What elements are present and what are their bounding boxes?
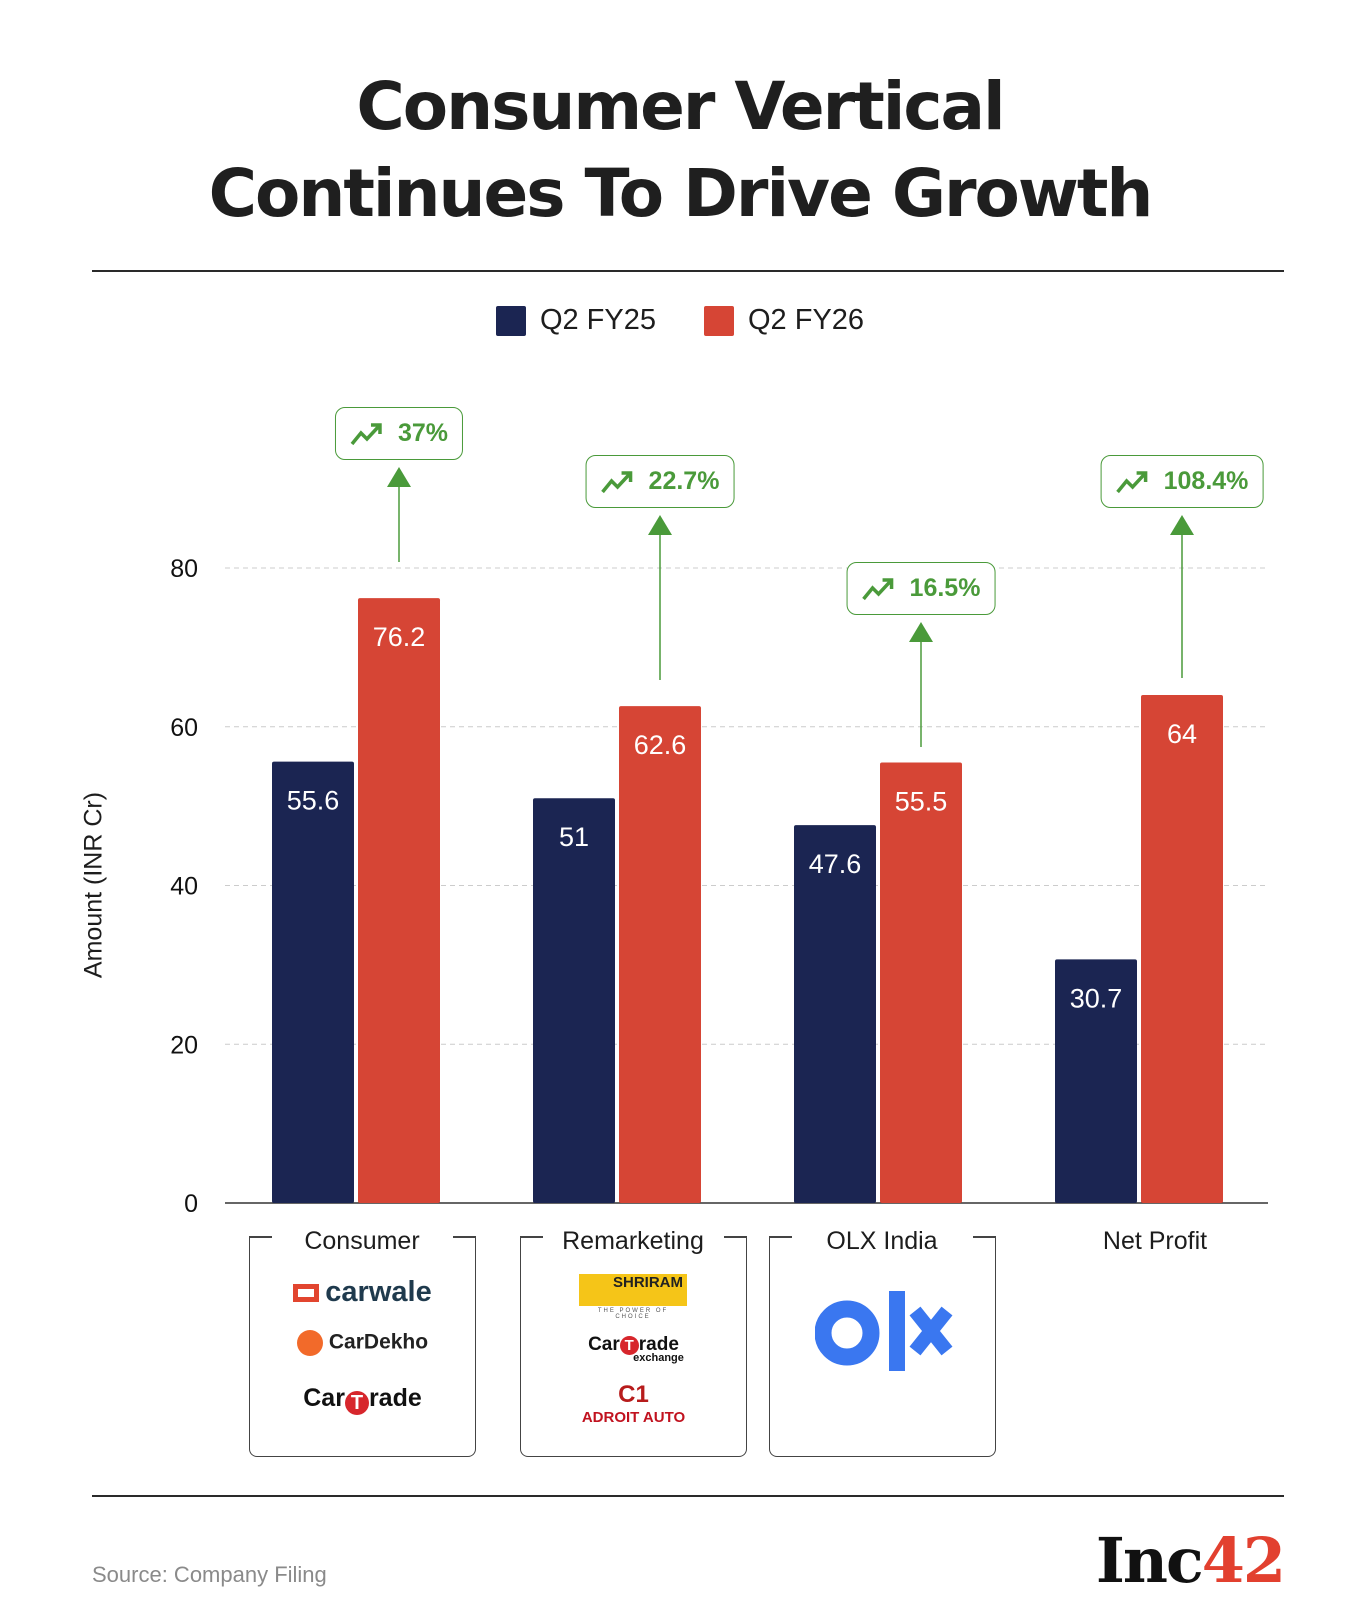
legend-label: Q2 FY26: [748, 304, 865, 336]
trend-up-icon: [350, 422, 382, 445]
olx-india-box: [769, 1236, 996, 1457]
bar-q2fy26: [880, 762, 962, 1203]
top-divider: [92, 270, 1284, 272]
growth-value: 37%: [397, 419, 449, 447]
bar-q2fy26: [1141, 695, 1223, 1203]
bar-value-label: 51: [559, 822, 589, 852]
growth-badge: 37%: [334, 407, 464, 460]
cardekho-logo: CarDekho: [250, 1330, 475, 1356]
legend-item-q2fy25: Q2 FY25: [495, 304, 656, 337]
category-label-consumer: Consumer: [292, 1227, 432, 1256]
category-label-net-profit: Net Profit: [1090, 1227, 1220, 1256]
source-note: Source: Company Filing: [92, 1562, 327, 1587]
trend-up-icon: [1116, 470, 1148, 493]
bar-value-label: 64: [1167, 719, 1197, 749]
growth-arrow-head: [387, 467, 411, 487]
growth-badge: 108.4%: [1100, 455, 1264, 508]
bar-q2fy25: [533, 798, 615, 1203]
legend-item-q2fy26: Q2 FY26: [704, 304, 864, 337]
trend-up-icon: [862, 577, 894, 600]
y-tick-label: 80: [170, 555, 198, 583]
bar-q2fy26: [619, 706, 701, 1203]
bar-value-label: 55.6: [287, 786, 340, 816]
legend: Q2 FY25 Q2 FY26: [0, 304, 1360, 337]
trend-up-icon: [601, 470, 633, 493]
bar-value-label: 55.5: [895, 786, 948, 816]
growth-value: 22.7%: [648, 467, 720, 495]
category-label-remarketing: Remarketing: [550, 1227, 716, 1256]
growth-arrow-head: [1170, 515, 1194, 535]
growth-badge: 16.5%: [846, 562, 996, 615]
adroit-auto-logo: C1 ADROIT AUTO: [581, 1381, 686, 1426]
carwale-logo: carwale: [250, 1276, 475, 1309]
legend-swatch-red: [704, 305, 734, 336]
bottom-divider: [92, 1495, 1284, 1497]
shriram-logo: SHRIRAM THE POWER OF CHOICE: [579, 1274, 687, 1320]
category-label-olx-india: OLX India: [814, 1227, 950, 1256]
olx-logo: [815, 1291, 953, 1371]
y-tick-label: 0: [184, 1190, 198, 1218]
growth-value: 108.4%: [1163, 467, 1249, 495]
y-tick-label: 60: [170, 714, 198, 742]
bar-value-label: 30.7: [1070, 983, 1123, 1013]
bar-value-label: 76.2: [373, 622, 426, 652]
bar-q2fy26: [358, 598, 440, 1203]
legend-swatch-navy: [495, 305, 526, 336]
growth-badge: 22.7%: [585, 455, 735, 508]
title-line-2: Continues To Drive Growth: [208, 155, 1154, 232]
legend-label: Q2 FY25: [539, 304, 656, 336]
y-tick-label: 40: [170, 873, 198, 901]
bar-q2fy25: [794, 825, 876, 1203]
bar-value-label: 62.6: [634, 730, 687, 760]
bar-q2fy25: [272, 761, 354, 1203]
inc42-logo: Inc42: [1095, 1524, 1286, 1597]
brand-accent: 42: [1201, 1524, 1286, 1597]
growth-arrow-head: [909, 622, 933, 642]
bar-value-label: 47.6: [809, 849, 862, 879]
bar-q2fy25: [1055, 959, 1137, 1203]
title-line-1: Consumer Vertical: [356, 68, 1005, 145]
growth-value: 16.5%: [909, 574, 981, 602]
brand-main: Inc: [1095, 1524, 1204, 1597]
y-axis-label: Amount (INR Cr): [79, 791, 108, 979]
growth-arrow-head: [648, 515, 672, 535]
y-tick-label: 20: [170, 1031, 198, 1059]
